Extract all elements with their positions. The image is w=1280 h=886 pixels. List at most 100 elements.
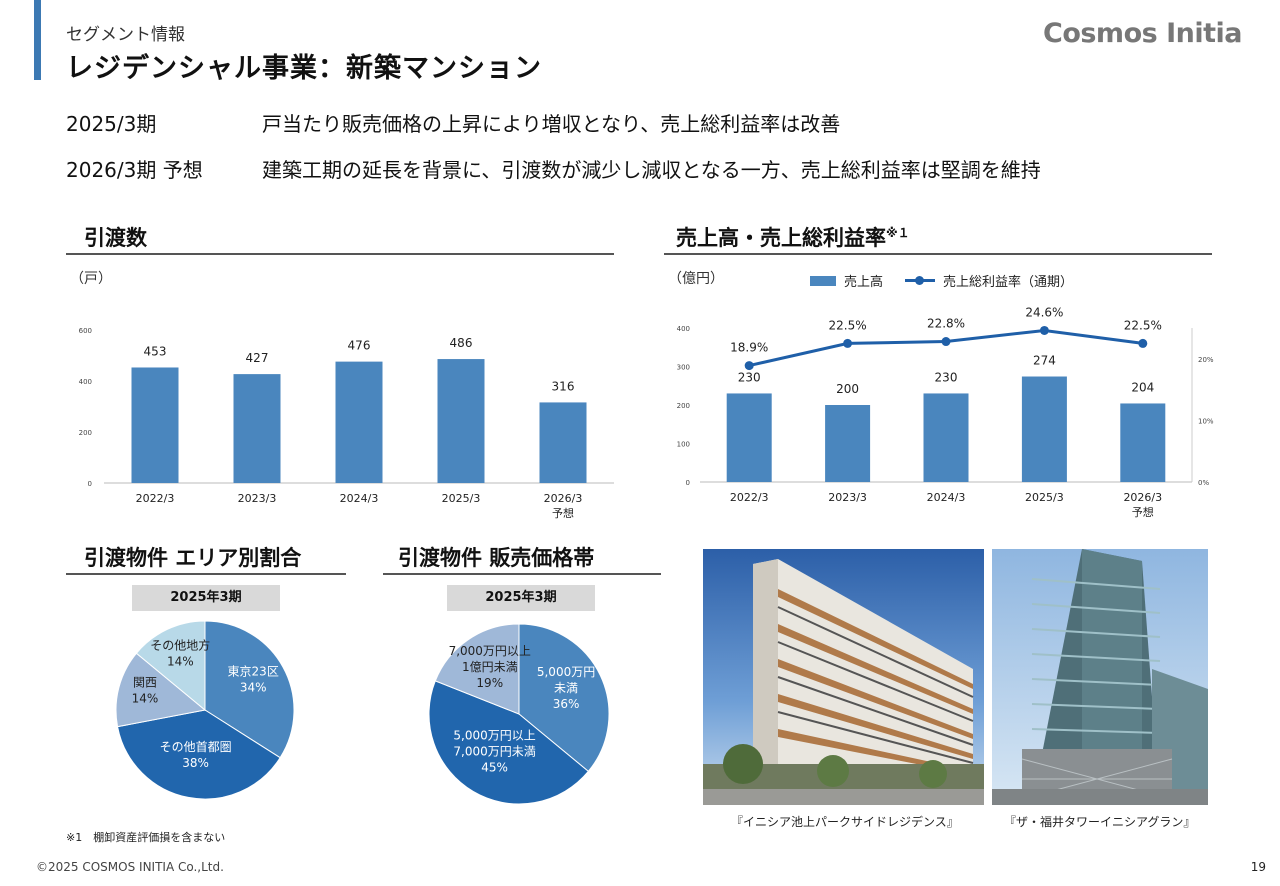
sales-unit: （億円）: [668, 271, 724, 287]
bar: [825, 405, 871, 482]
margin-point: [843, 338, 853, 348]
x-tick-label: 2025/3: [442, 492, 481, 505]
area-pie-chart: 東京23区 34% その他首都圏 38% 関西 14% その他地方 14%: [115, 620, 295, 800]
y2-tick-label: 0%: [1198, 479, 1209, 487]
company-logo: Cosmos Initia: [1043, 18, 1243, 49]
summary-row: 2026/3期 予想 建築工期の延長を背景に、引渡数が減少し減収となる一方、売上総…: [66, 154, 1041, 183]
margin-value-label: 22.5%: [1124, 318, 1162, 332]
bar-value-label: 316: [552, 379, 575, 393]
y-tick-label: 300: [677, 364, 690, 372]
building-illustration: [703, 549, 984, 805]
margin-value-label: 24.6%: [1025, 305, 1063, 319]
summary-period: 2026/3期 予想: [66, 158, 203, 182]
price-pie-title: 引渡物件 販売価格帯: [398, 546, 595, 570]
price-period-badge: 2025年3期: [447, 585, 595, 611]
bar: [131, 367, 179, 483]
y-tick-label: 200: [79, 429, 92, 437]
photo-caption: 『ザ・福井タワーイニシアグラン』: [1004, 815, 1196, 829]
pie-slice-label: その他首都圏 38%: [160, 740, 232, 770]
pie-slice-label: その他地方 14%: [150, 638, 210, 669]
bar: [1021, 376, 1067, 482]
y-tick-label: 0: [88, 480, 92, 488]
pie-slice: [116, 709, 281, 800]
photo-caption: 『イニシア池上パークサイドレジデンス』: [731, 815, 959, 829]
building-photo-ikegami: [703, 549, 984, 805]
bar-value-label: 476: [348, 339, 371, 353]
margin-point: [941, 337, 951, 347]
deliveries-bar-chart: 0 200 400 600 453 2022/3 427 2023/3 476 2024/3 486…: [79, 327, 614, 520]
page-title: レジデンシャル事業：新築マンション: [66, 53, 542, 84]
bar: [335, 361, 383, 483]
x-tick-label: 2023/3: [828, 491, 867, 504]
x-tick-label: 2022/3: [730, 491, 769, 504]
y-tick-label: 400: [79, 378, 92, 386]
bar: [1120, 403, 1166, 482]
pie-slice: [204, 620, 295, 759]
bar: [233, 374, 281, 483]
y-tick-label: 600: [79, 327, 92, 335]
x-tick-label: 2025/3: [1025, 491, 1064, 504]
page-number: 19: [1250, 860, 1266, 874]
summary-text: 建築工期の延長を背景に、引渡数が減少し減収となる一方、売上総利益率は堅調を維持: [262, 158, 1041, 182]
pie-slice-label: 5,000万円以上 7,000万円未満 45%: [453, 728, 535, 774]
heading-rule: [66, 573, 346, 575]
pie-slice: [434, 623, 520, 715]
deliveries-chart-title: 引渡数: [84, 226, 147, 250]
price-pie-chart: 5,000万円未満 36%5,000万円以上 7,000万円未満 45% 7,000万円…: [428, 623, 610, 805]
y-tick-label: 0: [686, 479, 690, 487]
x-tick-label: 2024/3: [927, 491, 966, 504]
bar-value-label: 274: [1033, 354, 1056, 368]
bar: [726, 393, 772, 482]
y-tick-label: 200: [677, 402, 690, 410]
accent-bar: [34, 0, 41, 80]
pie-slice-label: 5,000万円未満 36%: [537, 665, 595, 711]
copyright: ©2025 COSMOS INITIA Co.,Ltd.: [36, 860, 224, 874]
x-tick-label: 2022/3: [136, 492, 175, 505]
legend-sales-label: 売上高: [844, 275, 884, 290]
summary-row: 2025/3期 戸当たり販売価格の上昇により増収となり、売上総利益率は改善: [66, 108, 840, 137]
sales-chart-title-text: 売上高・売上総利益率: [676, 226, 886, 250]
sales-combo-chart: 0 100 200 300 400 0% 10% 20% 230 2022/3 200 2023/3 2…: [677, 305, 1214, 519]
margin-line: [748, 328, 1143, 368]
bar-value-label: 230: [738, 370, 761, 384]
legend-margin-label: 売上総利益率（通期）: [943, 275, 1074, 290]
margin-point: [1138, 338, 1148, 348]
bar-value-label: 486: [450, 336, 473, 350]
bar-value-label: 200: [836, 382, 859, 396]
summary-period: 2025/3期: [66, 112, 157, 136]
bar-value-label: 230: [935, 370, 958, 384]
margin-value-label: 22.5%: [829, 318, 867, 332]
pie-slice: [135, 620, 206, 712]
area-period-badge: 2025年3期: [132, 585, 280, 611]
y2-tick-label: 20%: [1198, 356, 1214, 364]
margin-point: [744, 361, 754, 371]
sales-chart-title: 売上高・売上総利益率※１: [676, 222, 910, 252]
pie-slice: [115, 652, 207, 728]
heading-rule: [66, 253, 614, 255]
tower-illustration: [992, 549, 1208, 805]
pie-slice: [518, 623, 610, 773]
legend-line-swatch: [905, 276, 936, 285]
x-tick-label: 2024/3: [340, 492, 379, 505]
margin-value-label: 18.9%: [730, 341, 768, 355]
bar-value-label: 427: [246, 351, 269, 365]
bar: [437, 359, 485, 483]
legend-bar-swatch: [810, 275, 836, 286]
y2-tick-label: 10%: [1198, 417, 1214, 425]
heading-rule: [383, 573, 661, 575]
deliveries-unit: （戸）: [70, 271, 112, 287]
sales-legend: 売上高 売上総利益率（通期）: [810, 271, 1073, 290]
pie-slice-label: 東京23区 34%: [228, 665, 279, 695]
heading-rule: [664, 253, 1212, 255]
margin-value-label: 22.8%: [927, 317, 965, 331]
section-label: セグメント情報: [66, 25, 185, 45]
summary-text: 戸当たり販売価格の上昇により増収となり、売上総利益率は改善: [262, 112, 841, 136]
x-tick-label: 2026/3 予想: [1123, 491, 1162, 519]
area-pie-title: 引渡物件 エリア別割合: [84, 546, 302, 570]
footnote: ※1 棚卸資産評価損を含まない: [66, 831, 226, 844]
pie-slice: [428, 680, 590, 805]
building-photo-fukui: [992, 549, 1208, 805]
bar: [923, 393, 969, 482]
x-tick-label: 2023/3: [238, 492, 277, 505]
sales-chart-title-note: ※１: [886, 226, 910, 240]
